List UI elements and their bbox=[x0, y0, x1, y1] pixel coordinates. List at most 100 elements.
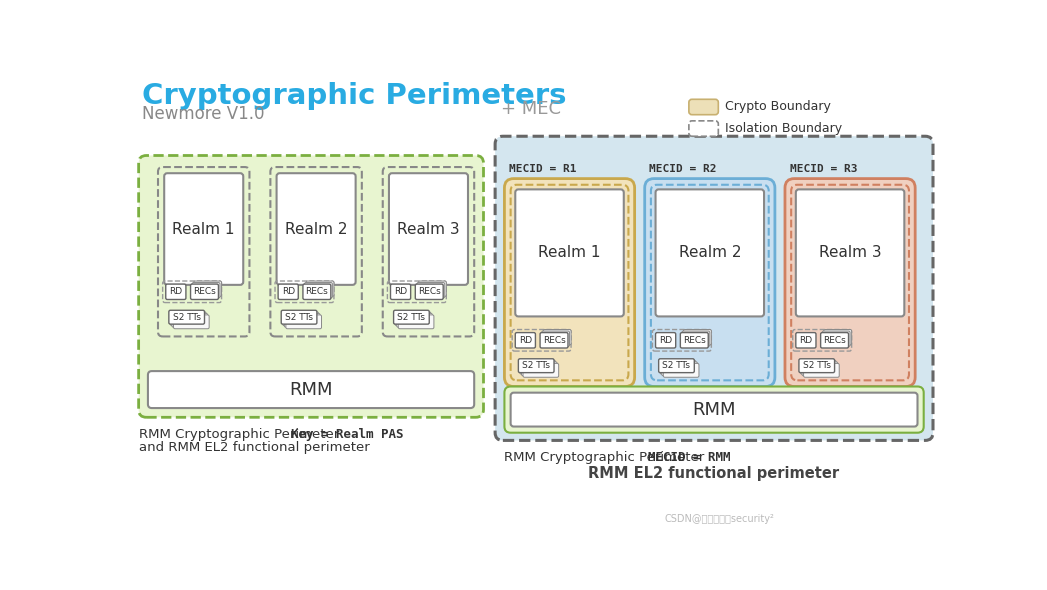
FancyBboxPatch shape bbox=[419, 281, 446, 296]
FancyBboxPatch shape bbox=[171, 312, 206, 326]
FancyBboxPatch shape bbox=[138, 156, 484, 417]
FancyBboxPatch shape bbox=[279, 284, 298, 300]
Text: Key = Realm PAS: Key = Realm PAS bbox=[291, 428, 404, 441]
Text: + MEC: + MEC bbox=[502, 100, 561, 118]
Text: MECID = R1: MECID = R1 bbox=[509, 164, 577, 174]
Text: RECs: RECs bbox=[823, 336, 846, 345]
Text: Realm 2: Realm 2 bbox=[285, 221, 348, 237]
FancyBboxPatch shape bbox=[416, 284, 443, 300]
FancyBboxPatch shape bbox=[802, 362, 838, 376]
FancyBboxPatch shape bbox=[799, 359, 834, 373]
Text: RMM Cryptographic Perimeter: RMM Cryptographic Perimeter bbox=[505, 451, 709, 464]
FancyBboxPatch shape bbox=[655, 333, 675, 348]
Text: RECs: RECs bbox=[418, 287, 441, 296]
FancyBboxPatch shape bbox=[398, 315, 433, 329]
Text: RMM Cryptographic Perimeter: RMM Cryptographic Perimeter bbox=[138, 428, 343, 441]
FancyBboxPatch shape bbox=[397, 313, 432, 327]
Text: and RMM EL2 functional perimeter: and RMM EL2 functional perimeter bbox=[138, 441, 370, 454]
FancyBboxPatch shape bbox=[822, 331, 850, 346]
FancyBboxPatch shape bbox=[662, 362, 697, 376]
FancyBboxPatch shape bbox=[540, 333, 567, 348]
FancyBboxPatch shape bbox=[505, 179, 634, 386]
FancyBboxPatch shape bbox=[282, 310, 317, 324]
FancyBboxPatch shape bbox=[645, 179, 775, 386]
Text: RD: RD bbox=[282, 287, 295, 296]
FancyBboxPatch shape bbox=[306, 281, 334, 296]
FancyBboxPatch shape bbox=[164, 173, 243, 285]
Text: S2 TTs: S2 TTs bbox=[803, 361, 830, 370]
FancyBboxPatch shape bbox=[689, 99, 718, 114]
FancyBboxPatch shape bbox=[681, 333, 708, 348]
Text: Cryptographic Perimeters: Cryptographic Perimeters bbox=[141, 83, 566, 110]
Text: MECID = R2: MECID = R2 bbox=[649, 164, 717, 174]
FancyBboxPatch shape bbox=[801, 360, 837, 374]
FancyBboxPatch shape bbox=[495, 136, 933, 440]
FancyBboxPatch shape bbox=[395, 312, 430, 326]
FancyBboxPatch shape bbox=[821, 333, 848, 348]
FancyBboxPatch shape bbox=[511, 393, 917, 427]
FancyBboxPatch shape bbox=[391, 284, 410, 300]
Text: MECID = RMM: MECID = RMM bbox=[648, 451, 731, 464]
FancyBboxPatch shape bbox=[505, 386, 923, 432]
Text: Realm 3: Realm 3 bbox=[819, 245, 882, 260]
FancyBboxPatch shape bbox=[524, 363, 559, 377]
FancyBboxPatch shape bbox=[518, 359, 554, 373]
FancyBboxPatch shape bbox=[283, 312, 318, 326]
FancyBboxPatch shape bbox=[689, 121, 718, 136]
FancyBboxPatch shape bbox=[192, 283, 220, 298]
FancyBboxPatch shape bbox=[303, 284, 331, 300]
Text: S2 TTs: S2 TTs bbox=[285, 313, 313, 322]
Text: RMM: RMM bbox=[692, 401, 736, 418]
FancyBboxPatch shape bbox=[172, 313, 207, 327]
Text: Realm 1: Realm 1 bbox=[538, 245, 601, 260]
FancyBboxPatch shape bbox=[515, 189, 624, 316]
FancyBboxPatch shape bbox=[661, 360, 696, 374]
Text: RECs: RECs bbox=[193, 287, 216, 296]
FancyBboxPatch shape bbox=[305, 283, 332, 298]
FancyBboxPatch shape bbox=[520, 360, 556, 374]
FancyBboxPatch shape bbox=[824, 330, 851, 345]
Text: RECs: RECs bbox=[683, 336, 706, 345]
FancyBboxPatch shape bbox=[684, 330, 711, 345]
Text: RMM: RMM bbox=[289, 381, 333, 399]
Text: RD: RD bbox=[394, 287, 407, 296]
Text: Realm 3: Realm 3 bbox=[397, 221, 460, 237]
Text: MECID = R3: MECID = R3 bbox=[789, 164, 857, 174]
FancyBboxPatch shape bbox=[664, 363, 699, 377]
Text: RD: RD bbox=[659, 336, 672, 345]
FancyBboxPatch shape bbox=[285, 313, 320, 327]
FancyBboxPatch shape bbox=[148, 371, 474, 408]
Text: RMM EL2 functional perimeter: RMM EL2 functional perimeter bbox=[588, 466, 840, 481]
FancyBboxPatch shape bbox=[388, 173, 468, 285]
Text: RECs: RECs bbox=[306, 287, 329, 296]
Text: CSDN@安全二次方security²: CSDN@安全二次方security² bbox=[665, 513, 775, 523]
FancyBboxPatch shape bbox=[286, 315, 321, 329]
Text: Isolation Boundary: Isolation Boundary bbox=[725, 122, 842, 135]
FancyBboxPatch shape bbox=[796, 333, 816, 348]
FancyBboxPatch shape bbox=[174, 315, 209, 329]
Text: Realm 2: Realm 2 bbox=[678, 245, 741, 260]
Text: RECs: RECs bbox=[542, 336, 565, 345]
FancyBboxPatch shape bbox=[417, 283, 445, 298]
Text: S2 TTs: S2 TTs bbox=[522, 361, 551, 370]
FancyBboxPatch shape bbox=[655, 189, 764, 316]
Text: RD: RD bbox=[518, 336, 532, 345]
FancyBboxPatch shape bbox=[394, 310, 429, 324]
Text: S2 TTs: S2 TTs bbox=[398, 313, 425, 322]
FancyBboxPatch shape bbox=[804, 363, 840, 377]
Text: Crypto Boundary: Crypto Boundary bbox=[725, 100, 830, 113]
FancyBboxPatch shape bbox=[276, 173, 356, 285]
FancyBboxPatch shape bbox=[541, 331, 570, 346]
FancyBboxPatch shape bbox=[796, 189, 905, 316]
FancyBboxPatch shape bbox=[543, 330, 571, 345]
FancyBboxPatch shape bbox=[659, 359, 694, 373]
Text: RD: RD bbox=[170, 287, 182, 296]
Text: Realm 1: Realm 1 bbox=[173, 221, 235, 237]
FancyBboxPatch shape bbox=[169, 310, 204, 324]
FancyBboxPatch shape bbox=[785, 179, 915, 386]
FancyBboxPatch shape bbox=[682, 331, 710, 346]
Text: RD: RD bbox=[799, 336, 812, 345]
FancyBboxPatch shape bbox=[194, 281, 222, 296]
FancyBboxPatch shape bbox=[191, 284, 219, 300]
Text: S2 TTs: S2 TTs bbox=[173, 313, 201, 322]
